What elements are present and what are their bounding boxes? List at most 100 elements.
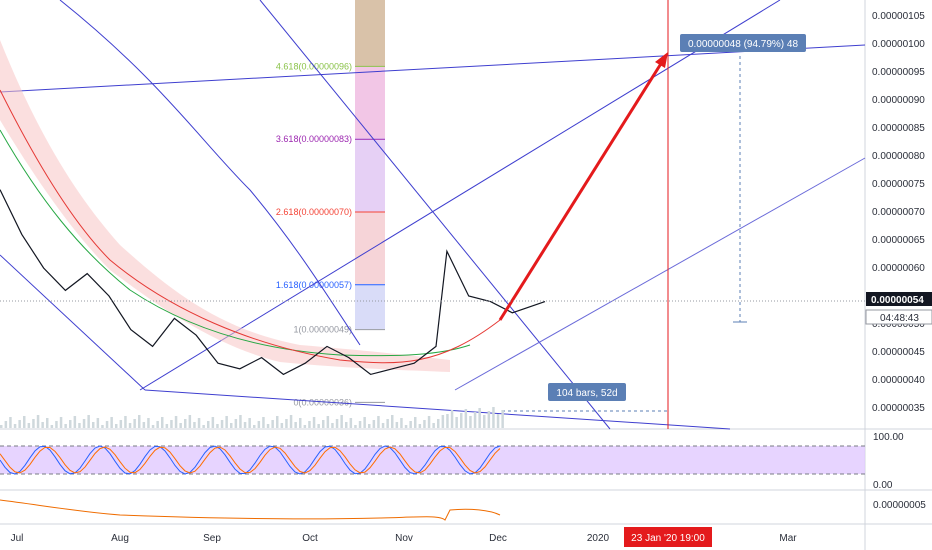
countdown: 04:48:43 bbox=[880, 313, 919, 324]
volume-bar bbox=[450, 410, 454, 428]
volume-bar bbox=[216, 424, 219, 428]
volume-bar bbox=[409, 421, 412, 428]
ema-red bbox=[0, 89, 501, 364]
time-tick: Sep bbox=[203, 533, 221, 544]
time-highlight: 23 Jan '20 19:00 bbox=[631, 533, 705, 544]
volume-bar bbox=[312, 417, 316, 428]
osc-tick-0: 0.00 bbox=[873, 480, 893, 491]
bollinger-mid bbox=[0, 129, 471, 357]
price-axis-ticks: 0.00000105 0.00000100 0.00000095 0.00000090… bbox=[872, 11, 925, 414]
volume-bar bbox=[18, 420, 21, 428]
volume-bar bbox=[446, 414, 449, 428]
volume-bar bbox=[202, 425, 205, 428]
range-label-box[interactable] bbox=[548, 383, 626, 401]
volume-bar bbox=[78, 423, 81, 428]
volume-bars bbox=[0, 407, 504, 428]
volume-bar bbox=[299, 418, 302, 428]
volume-bar bbox=[211, 417, 215, 428]
current-price-tag bbox=[866, 292, 932, 306]
volume-bar bbox=[188, 415, 192, 428]
price-tick: 0.00000045 bbox=[872, 347, 925, 358]
projection-arrowhead bbox=[655, 52, 668, 68]
stoch-k-line bbox=[0, 445, 501, 475]
price-series bbox=[0, 189, 546, 376]
bottom-support-line bbox=[144, 389, 731, 430]
fib-level-label: 0(0.00000036) bbox=[293, 397, 352, 407]
time-tick: Aug bbox=[111, 533, 129, 544]
volume-bar bbox=[437, 419, 440, 428]
volume-bar bbox=[354, 425, 357, 428]
volume-bar bbox=[133, 419, 136, 428]
volume-bar bbox=[147, 418, 150, 428]
volume-bar bbox=[197, 418, 201, 428]
moving-average-blue bbox=[59, 0, 361, 346]
volume-bar bbox=[349, 418, 353, 428]
volume-bar bbox=[400, 418, 403, 428]
volume-bar bbox=[455, 417, 458, 428]
falling-trendline bbox=[259, 0, 611, 430]
fib-level-label: 3.618(0.00000083) bbox=[276, 134, 352, 144]
volume-bar bbox=[23, 416, 26, 428]
lower-indicator-line bbox=[0, 499, 501, 521]
volume-bar bbox=[280, 423, 284, 428]
volume-bar bbox=[483, 415, 486, 428]
volume-bar bbox=[119, 420, 123, 428]
volume-bar bbox=[386, 419, 389, 428]
volume-bar bbox=[4, 421, 8, 428]
volume-bar bbox=[395, 422, 399, 428]
volume-bar bbox=[36, 415, 40, 428]
volume-bar bbox=[64, 424, 67, 428]
target-label-box[interactable] bbox=[680, 34, 806, 52]
volume-bar bbox=[317, 424, 320, 428]
fib-level-label: 1.618(0.00000057) bbox=[276, 280, 352, 290]
volume-bar bbox=[257, 421, 261, 428]
volume-bar bbox=[105, 421, 109, 428]
volume-bar bbox=[441, 415, 445, 428]
upper-channel-line bbox=[0, 44, 866, 93]
volume-bar bbox=[496, 414, 500, 428]
volume-bar bbox=[414, 417, 417, 428]
volume-bar bbox=[308, 421, 311, 428]
fib-zone-top bbox=[355, 0, 385, 66]
volume-bar bbox=[464, 409, 468, 428]
volume-bar bbox=[55, 421, 58, 428]
volume-bar bbox=[46, 418, 49, 428]
volume-bar bbox=[82, 419, 86, 428]
volume-bar bbox=[340, 415, 343, 428]
volume-bar bbox=[326, 416, 330, 428]
stoch-d-line bbox=[0, 446, 501, 474]
volume-bar bbox=[239, 415, 242, 428]
volume-bar bbox=[50, 425, 54, 428]
volume-bar bbox=[404, 425, 408, 428]
volume-bar bbox=[248, 418, 251, 428]
current-price: 0.00000054 bbox=[871, 295, 924, 306]
volume-bar bbox=[368, 424, 371, 428]
price-tick: 0.00000080 bbox=[872, 151, 925, 162]
fib-zone-violet bbox=[355, 138, 385, 212]
volume-bar bbox=[345, 422, 348, 428]
volume-bar bbox=[151, 425, 155, 428]
volume-bar bbox=[115, 424, 118, 428]
volume-bar bbox=[179, 423, 182, 428]
volume-bar bbox=[492, 407, 495, 428]
volume-bar bbox=[92, 422, 95, 428]
volume-bar bbox=[423, 420, 426, 428]
volume-bar bbox=[165, 424, 169, 428]
time-tick: Jul bbox=[11, 533, 24, 544]
volume-bar bbox=[377, 416, 380, 428]
volume-bar bbox=[27, 423, 31, 428]
lower-rising-line bbox=[454, 157, 866, 391]
volume-bar bbox=[358, 421, 362, 428]
price-tick: 0.00000095 bbox=[872, 67, 925, 78]
fib-level-label: 1(0.00000049) bbox=[293, 325, 352, 335]
volume-bar bbox=[184, 419, 187, 428]
volume-bar bbox=[331, 423, 334, 428]
volume-bar bbox=[432, 423, 435, 428]
price-axis-panel[interactable] bbox=[865, 0, 932, 550]
volume-bar bbox=[225, 416, 228, 428]
volume-bar bbox=[391, 415, 394, 428]
volume-bar bbox=[372, 420, 376, 428]
volume-bar bbox=[161, 417, 164, 428]
volume-bar bbox=[487, 411, 491, 428]
